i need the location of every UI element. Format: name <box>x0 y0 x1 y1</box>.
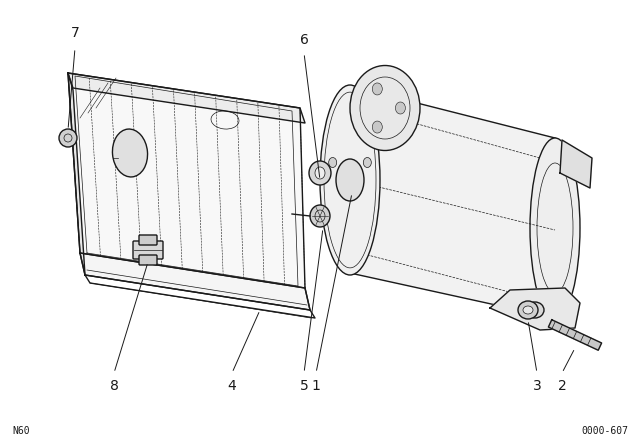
Polygon shape <box>560 140 592 188</box>
Polygon shape <box>548 320 602 350</box>
Ellipse shape <box>530 138 580 318</box>
Polygon shape <box>68 73 85 275</box>
Ellipse shape <box>309 161 331 185</box>
Text: 6: 6 <box>300 33 308 47</box>
Polygon shape <box>68 73 305 288</box>
Polygon shape <box>68 73 305 123</box>
Polygon shape <box>80 253 310 310</box>
Ellipse shape <box>523 306 533 314</box>
Text: 8: 8 <box>109 379 118 393</box>
FancyBboxPatch shape <box>139 255 157 265</box>
Polygon shape <box>490 288 580 330</box>
Text: 0000-607: 0000-607 <box>581 426 628 436</box>
Ellipse shape <box>320 85 380 275</box>
Ellipse shape <box>372 83 382 95</box>
Text: 7: 7 <box>70 26 79 40</box>
FancyBboxPatch shape <box>133 241 163 259</box>
Ellipse shape <box>59 129 77 147</box>
Ellipse shape <box>518 301 538 319</box>
Ellipse shape <box>315 167 325 179</box>
Ellipse shape <box>526 302 544 318</box>
Ellipse shape <box>336 159 364 201</box>
Text: 4: 4 <box>228 379 236 393</box>
Text: 3: 3 <box>532 379 541 393</box>
Ellipse shape <box>364 158 371 168</box>
Ellipse shape <box>113 129 148 177</box>
Ellipse shape <box>329 158 337 168</box>
Text: 5: 5 <box>300 379 308 393</box>
Ellipse shape <box>396 102 405 114</box>
Ellipse shape <box>350 65 420 151</box>
FancyBboxPatch shape <box>139 235 157 245</box>
Polygon shape <box>350 86 555 318</box>
Text: N60: N60 <box>12 426 29 436</box>
Ellipse shape <box>310 205 330 227</box>
Text: 1: 1 <box>312 379 321 393</box>
Ellipse shape <box>372 121 382 133</box>
Text: 2: 2 <box>557 379 566 393</box>
